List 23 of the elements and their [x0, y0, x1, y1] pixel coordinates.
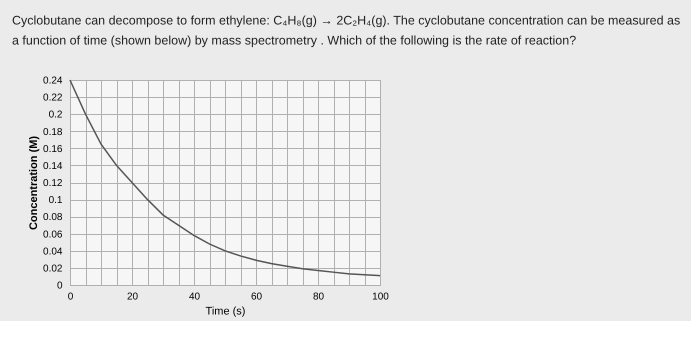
y-tick-label: 0.02 — [43, 263, 63, 274]
y-tick-label: 0.22 — [43, 92, 63, 104]
chart-title: Cyclobutane can decompose to form ethylene: C₄H₈(g) → 2C₂H₄(g). The cyclobutane concentration can be measured as a function of time (shown below) by mass spectrometry . Which of the following is the rate of reaction? — [12, 14, 680, 48]
y-tick-label: 0.18 — [43, 126, 63, 138]
x-tick-label: 80 — [312, 292, 324, 302]
y-tick-label: 0.04 — [43, 246, 63, 258]
y-tick-label: 0.2 — [48, 110, 63, 121]
line-series — [69, 79, 381, 276]
x-tick-label: 0 — [68, 292, 74, 302]
y-tick-label: 0.24 — [43, 76, 63, 86]
y-tick-label: 0.12 — [43, 178, 63, 189]
y-tick-label: 0 — [56, 280, 63, 292]
x-tick-label: 60 — [250, 292, 262, 302]
y-tick-label: 0.08 — [43, 212, 63, 224]
y-tick-label: 0.1 — [48, 195, 63, 206]
x-tick-label: 40 — [188, 292, 200, 302]
y-tick-label: 0.14 — [43, 160, 63, 172]
x-axis-title: Time (s) — [206, 306, 246, 318]
y-axis-title: Concentration (M) — [28, 136, 40, 230]
x-tick-label: 20 — [126, 292, 138, 302]
y-tick-label: 0.16 — [43, 144, 63, 155]
y-tick-label: 0.06 — [43, 229, 63, 240]
x-tick-label: 100 — [372, 292, 390, 302]
